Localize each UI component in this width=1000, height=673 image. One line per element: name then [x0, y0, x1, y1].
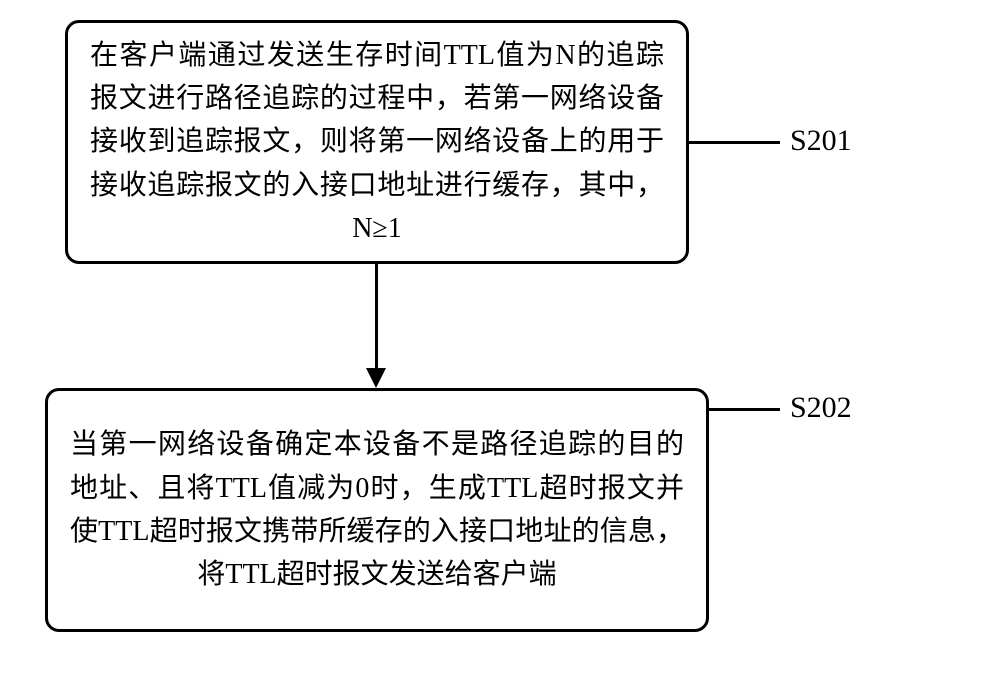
edge-1-line	[375, 264, 378, 372]
edge-1-arrowhead	[366, 368, 386, 388]
connector-2	[709, 408, 780, 411]
step-label-2: S202	[790, 391, 852, 425]
flow-node-2: 当第一网络设备确定本设备不是路径追踪的目的地址、且将TTL值减为0时，生成TTL…	[45, 388, 709, 632]
flow-node-1-text: 在客户端通过发送生存时间TTL值为N的追踪报文进行路径追踪的过程中，若第一网络设…	[90, 34, 664, 251]
connector-1	[689, 141, 780, 144]
flow-node-2-text: 当第一网络设备确定本设备不是路径追踪的目的地址、且将TTL值减为0时，生成TTL…	[70, 423, 684, 597]
flow-node-1: 在客户端通过发送生存时间TTL值为N的追踪报文进行路径追踪的过程中，若第一网络设…	[65, 20, 689, 264]
step-label-1: S201	[790, 124, 852, 158]
